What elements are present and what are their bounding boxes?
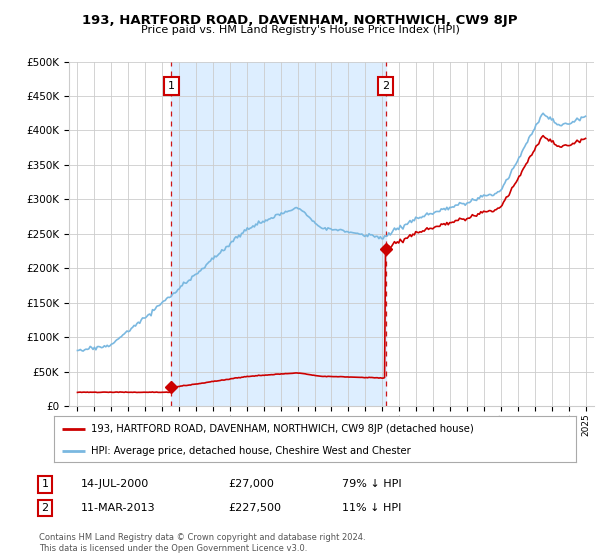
Text: £27,000: £27,000 xyxy=(228,479,274,489)
Text: 11% ↓ HPI: 11% ↓ HPI xyxy=(342,503,401,513)
Text: 193, HARTFORD ROAD, DAVENHAM, NORTHWICH, CW9 8JP (detached house): 193, HARTFORD ROAD, DAVENHAM, NORTHWICH,… xyxy=(91,424,473,434)
Text: 1: 1 xyxy=(41,479,49,489)
Text: 193, HARTFORD ROAD, DAVENHAM, NORTHWICH, CW9 8JP: 193, HARTFORD ROAD, DAVENHAM, NORTHWICH,… xyxy=(82,14,518,27)
Text: HPI: Average price, detached house, Cheshire West and Chester: HPI: Average price, detached house, Ches… xyxy=(91,446,410,455)
Text: Contains HM Land Registry data © Crown copyright and database right 2024.
This d: Contains HM Land Registry data © Crown c… xyxy=(39,533,365,553)
Text: 2: 2 xyxy=(382,81,389,91)
Text: 14-JUL-2000: 14-JUL-2000 xyxy=(81,479,149,489)
Text: 2: 2 xyxy=(41,503,49,513)
Text: £227,500: £227,500 xyxy=(228,503,281,513)
Text: Price paid vs. HM Land Registry's House Price Index (HPI): Price paid vs. HM Land Registry's House … xyxy=(140,25,460,35)
Bar xyxy=(171,62,386,406)
Text: 11-MAR-2013: 11-MAR-2013 xyxy=(81,503,155,513)
Text: 79% ↓ HPI: 79% ↓ HPI xyxy=(342,479,401,489)
Text: 1: 1 xyxy=(168,81,175,91)
